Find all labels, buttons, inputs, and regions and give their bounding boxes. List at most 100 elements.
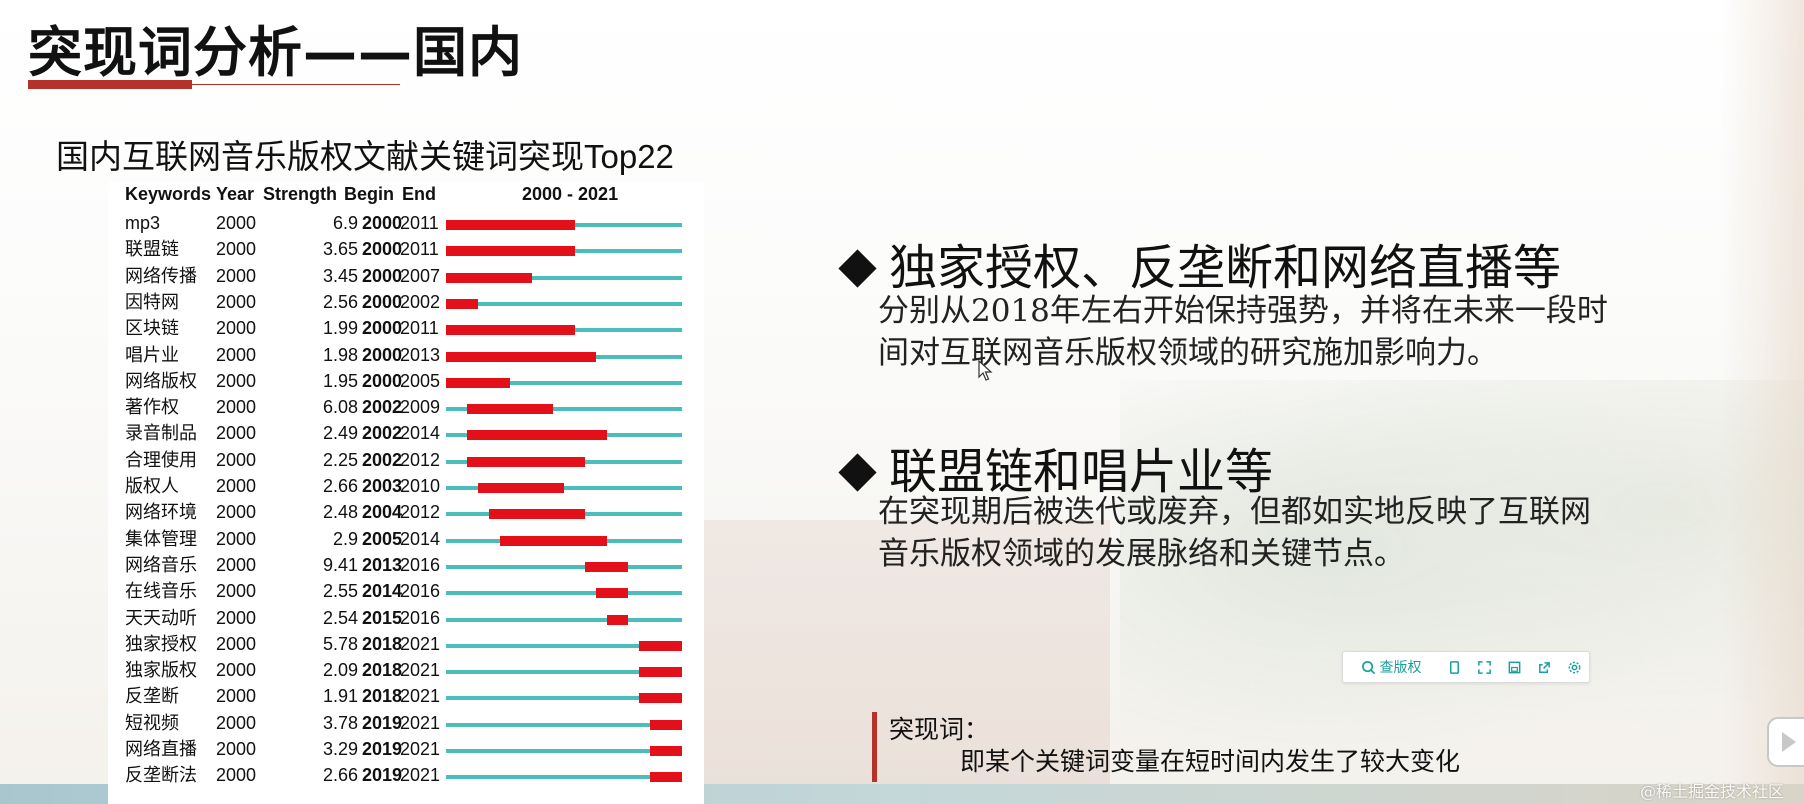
year-cell: 2000 bbox=[216, 397, 257, 418]
year-cell: 2000 bbox=[216, 476, 257, 496]
end-cell: 2002 bbox=[400, 291, 441, 312]
keyword-burst-table: Keywords Year Strength Begin End 2000 - … bbox=[108, 182, 704, 804]
end-cell: 2011 bbox=[400, 239, 439, 260]
year-cell: 2000 bbox=[216, 423, 257, 444]
table-row: 网络传播 2000 3.45 2000 2007 bbox=[108, 263, 704, 289]
keyword-cell: 反垄断 bbox=[125, 686, 179, 707]
burst-bar bbox=[639, 693, 682, 704]
burst-bar bbox=[639, 640, 682, 651]
table-row: 版权人 2000 2.66 2003 2010 bbox=[108, 473, 704, 499]
year-cell: 2000 bbox=[216, 239, 257, 260]
end-cell: 2013 bbox=[400, 344, 441, 365]
check-copyright-button[interactable]: 查版权 bbox=[1343, 653, 1439, 681]
begin-cell: 2019 bbox=[362, 765, 403, 786]
begin-cell: 2000 bbox=[362, 291, 403, 312]
burst-bar bbox=[467, 430, 607, 441]
burst-bar bbox=[478, 483, 564, 493]
year-cell: 2000 bbox=[216, 554, 257, 575]
timeline-track bbox=[446, 325, 682, 336]
end-cell: 2021 bbox=[400, 686, 441, 707]
keyword-cell: 网络环境 bbox=[125, 502, 197, 523]
strength-cell: 1.99 bbox=[322, 318, 358, 339]
burst-bar bbox=[446, 351, 597, 362]
year-cell: 2000 bbox=[216, 581, 257, 602]
burst-bar bbox=[446, 272, 532, 283]
year-cell: 2000 bbox=[216, 265, 257, 286]
timeline-track bbox=[446, 404, 682, 415]
burst-bar bbox=[639, 667, 682, 678]
timeline-track bbox=[446, 509, 682, 520]
strength-cell: 3.29 bbox=[322, 739, 358, 759]
table-row: 网络音乐 2000 9.41 2013 2016 bbox=[108, 552, 704, 578]
end-cell: 2021 bbox=[400, 633, 441, 654]
table-row: 反垄断法 2000 2.66 2019 2021 bbox=[108, 762, 704, 788]
begin-cell: 2005 bbox=[362, 528, 403, 549]
keyword-cell: 唱片业 bbox=[125, 344, 179, 365]
settings-icon bbox=[1568, 661, 1580, 673]
end-cell: 2007 bbox=[400, 265, 441, 286]
year-cell: 2000 bbox=[216, 291, 257, 312]
expand-button[interactable] bbox=[1469, 653, 1499, 681]
strength-cell: 2.66 bbox=[322, 765, 358, 786]
header-keywords: Keywords bbox=[125, 184, 212, 204]
title-underline bbox=[28, 80, 192, 89]
end-cell: 2016 bbox=[400, 554, 441, 575]
end-cell: 2021 bbox=[400, 712, 441, 733]
timeline-track bbox=[446, 614, 682, 625]
copy-icon bbox=[1449, 660, 1459, 674]
share-button[interactable] bbox=[1529, 653, 1559, 681]
keyword-cell: 联盟链 bbox=[125, 239, 179, 260]
burst-bar bbox=[606, 614, 629, 625]
video-icon[interactable] bbox=[1766, 716, 1804, 768]
year-cell: 2000 bbox=[216, 528, 257, 549]
end-cell: 2009 bbox=[400, 397, 441, 418]
table-row: 录音制品 2000 2.49 2002 2014 bbox=[108, 420, 704, 446]
burst-bar bbox=[446, 220, 575, 230]
table-row: 联盟链 2000 3.65 2000 2011 bbox=[108, 236, 704, 262]
note-label: 突现词： bbox=[889, 715, 990, 744]
timeline-track bbox=[446, 220, 682, 230]
year-cell: 2000 bbox=[216, 660, 257, 681]
floating-toolbar: 查版权 bbox=[1342, 651, 1590, 683]
save-icon bbox=[1508, 661, 1520, 673]
begin-cell: 2000 bbox=[362, 213, 403, 233]
begin-cell: 2018 bbox=[362, 660, 403, 681]
figure-caption: 国内互联网音乐版权文献关键词突现Top22 bbox=[56, 138, 674, 175]
year-cell: 2000 bbox=[216, 344, 257, 365]
bullet-heading-2: 联盟链和唱片业等 bbox=[838, 432, 1273, 502]
keyword-cell: 反垄断法 bbox=[125, 765, 197, 786]
end-cell: 2021 bbox=[400, 765, 441, 786]
timeline-track bbox=[446, 640, 682, 651]
header-range: 2000 - 2021 bbox=[522, 184, 619, 204]
begin-cell: 2004 bbox=[362, 502, 403, 523]
table-row: 反垄断 2000 1.91 2018 2021 bbox=[108, 683, 704, 709]
strength-cell: 9.41 bbox=[322, 554, 358, 575]
end-cell: 2021 bbox=[400, 739, 441, 759]
year-cell: 2000 bbox=[216, 449, 257, 470]
timeline-track bbox=[446, 246, 682, 257]
year-cell: 2000 bbox=[216, 318, 257, 339]
end-cell: 2014 bbox=[400, 528, 441, 549]
table-row: 网络环境 2000 2.48 2004 2012 bbox=[108, 499, 704, 525]
strength-cell: 2.25 bbox=[322, 449, 358, 470]
burst-bar bbox=[649, 746, 682, 756]
strength-cell: 3.65 bbox=[322, 239, 358, 260]
burst-bar bbox=[446, 377, 511, 388]
header-year: Year bbox=[216, 184, 255, 204]
keyword-cell: 集体管理 bbox=[125, 528, 197, 549]
begin-cell: 2000 bbox=[362, 370, 403, 391]
strength-cell: 2.09 bbox=[322, 660, 358, 681]
keyword-cell: 网络传播 bbox=[125, 265, 197, 286]
copy-button[interactable] bbox=[1439, 653, 1469, 681]
table-row: 著作权 2000 6.08 2002 2009 bbox=[108, 394, 704, 420]
keyword-cell: 在线音乐 bbox=[125, 581, 197, 602]
timeline-track bbox=[446, 483, 682, 493]
settings-button[interactable] bbox=[1559, 653, 1589, 681]
strength-cell: 2.54 bbox=[322, 607, 358, 628]
background-right-edge bbox=[1720, 0, 1804, 804]
save-button[interactable] bbox=[1499, 653, 1529, 681]
year-cell: 2000 bbox=[216, 633, 257, 654]
strength-cell: 1.98 bbox=[322, 344, 358, 365]
strength-cell: 2.49 bbox=[322, 423, 358, 444]
year-cell: 2000 bbox=[216, 712, 257, 733]
